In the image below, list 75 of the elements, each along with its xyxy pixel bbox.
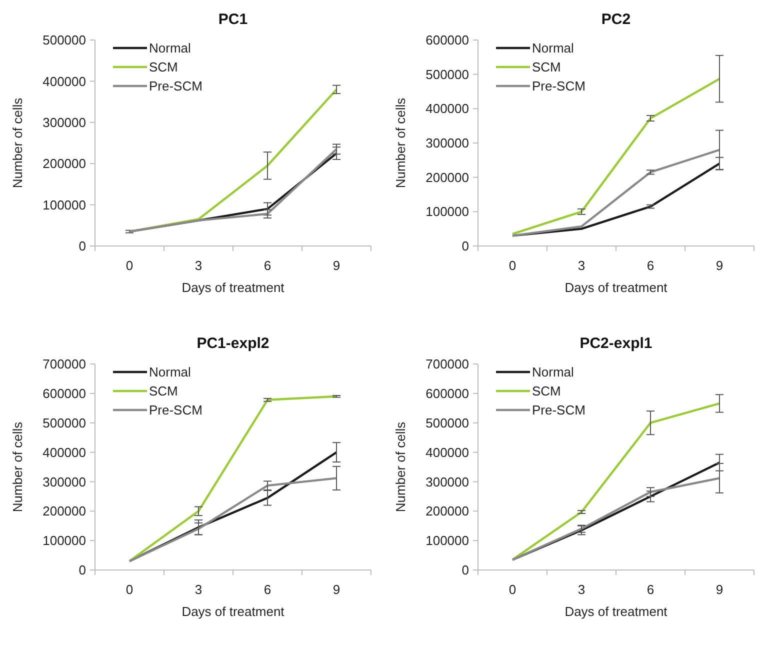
legend-label: SCM — [532, 384, 561, 399]
x-tick-label: 0 — [126, 582, 134, 597]
legend-label: Normal — [532, 40, 574, 56]
chart-title: PC1-expl2 — [196, 335, 270, 352]
x-tick-label: 6 — [264, 258, 272, 273]
y-tick-label: 0 — [462, 562, 469, 578]
x-tick-label: 3 — [194, 258, 202, 273]
y-tick-label: 200000 — [42, 504, 86, 519]
y-tick-label: 300000 — [426, 136, 469, 151]
x-tick-label: 9 — [332, 582, 340, 597]
x-tick-label: 3 — [578, 582, 586, 597]
x-axis-title: Days of treatment — [564, 604, 668, 619]
y-tick-label: 300000 — [42, 114, 86, 130]
y-tick-label: 200000 — [426, 504, 469, 519]
x-tick-label: 3 — [194, 582, 202, 597]
y-tick-label: 400000 — [426, 444, 469, 460]
x-tick-label: 9 — [716, 258, 724, 273]
x-tick-label: 0 — [508, 582, 516, 597]
y-tick-label: 0 — [462, 238, 469, 254]
y-tick-label: 100000 — [426, 204, 469, 220]
line-series — [511, 78, 721, 236]
y-tick-label: 700000 — [42, 356, 86, 372]
legend-label: Pre-SCM — [532, 402, 586, 418]
y-tick-label: 500000 — [42, 415, 86, 430]
y-tick-label: 300000 — [426, 474, 469, 490]
line-series — [511, 477, 721, 561]
legend-label: Normal — [149, 364, 192, 380]
y-tick-label: 700000 — [426, 356, 469, 372]
x-tick-label: 0 — [126, 258, 134, 273]
legend-label: SCM — [149, 384, 178, 399]
y-tick-label: 0 — [78, 238, 86, 254]
y-tick-label: 200000 — [426, 170, 469, 185]
y-tick-label: 100000 — [42, 197, 86, 212]
legend-label: Normal — [532, 364, 574, 380]
x-tick-label: 9 — [716, 582, 724, 597]
y-tick-label: 600000 — [42, 386, 86, 401]
legend-label: Pre-SCM — [149, 402, 202, 418]
line-series — [511, 148, 721, 237]
legend-label: Pre-SCM — [149, 78, 202, 94]
y-axis-title: Number of cells — [10, 97, 25, 188]
y-tick-label: 500000 — [426, 66, 469, 82]
line-series — [128, 395, 338, 562]
y-tick-label: 0 — [78, 562, 86, 578]
y-tick-label: 400000 — [42, 444, 86, 460]
y-tick-label: 200000 — [42, 156, 86, 172]
y-tick-label: 100000 — [426, 533, 469, 548]
y-axis-title: Number of cells — [393, 97, 408, 188]
x-tick-label: 0 — [508, 258, 516, 273]
y-tick-label: 500000 — [426, 415, 469, 430]
y-tick-label: 300000 — [42, 474, 86, 490]
x-tick-label: 3 — [578, 258, 586, 273]
x-tick-label: 9 — [332, 258, 340, 273]
y-tick-label: 100000 — [42, 533, 86, 548]
y-tick-label: 600000 — [426, 386, 469, 401]
legend-label: SCM — [149, 60, 178, 75]
line-series — [128, 477, 338, 562]
x-tick-label: 6 — [646, 582, 654, 597]
line-series — [511, 402, 721, 561]
y-axis-title: Number of cells — [10, 421, 25, 512]
x-axis-title: Days of treatment — [564, 280, 668, 295]
x-tick-label: 6 — [646, 258, 654, 273]
legend-label: SCM — [532, 60, 561, 75]
y-tick-label: 600000 — [426, 32, 469, 48]
y-axis-title: Number of cells — [393, 421, 408, 512]
y-tick-label: 400000 — [426, 101, 469, 116]
legend-label: Normal — [149, 40, 192, 56]
chart-title: PC2-expl1 — [580, 335, 652, 352]
y-tick-label: 500000 — [42, 32, 86, 48]
x-axis-title: Days of treatment — [182, 604, 285, 619]
x-axis-title: Days of treatment — [182, 280, 285, 295]
chart-title: PC2 — [601, 11, 631, 28]
chart-title: PC1 — [218, 11, 248, 28]
legend-label: Pre-SCM — [532, 78, 586, 94]
y-tick-label: 400000 — [42, 74, 86, 89]
x-tick-label: 6 — [264, 582, 272, 597]
